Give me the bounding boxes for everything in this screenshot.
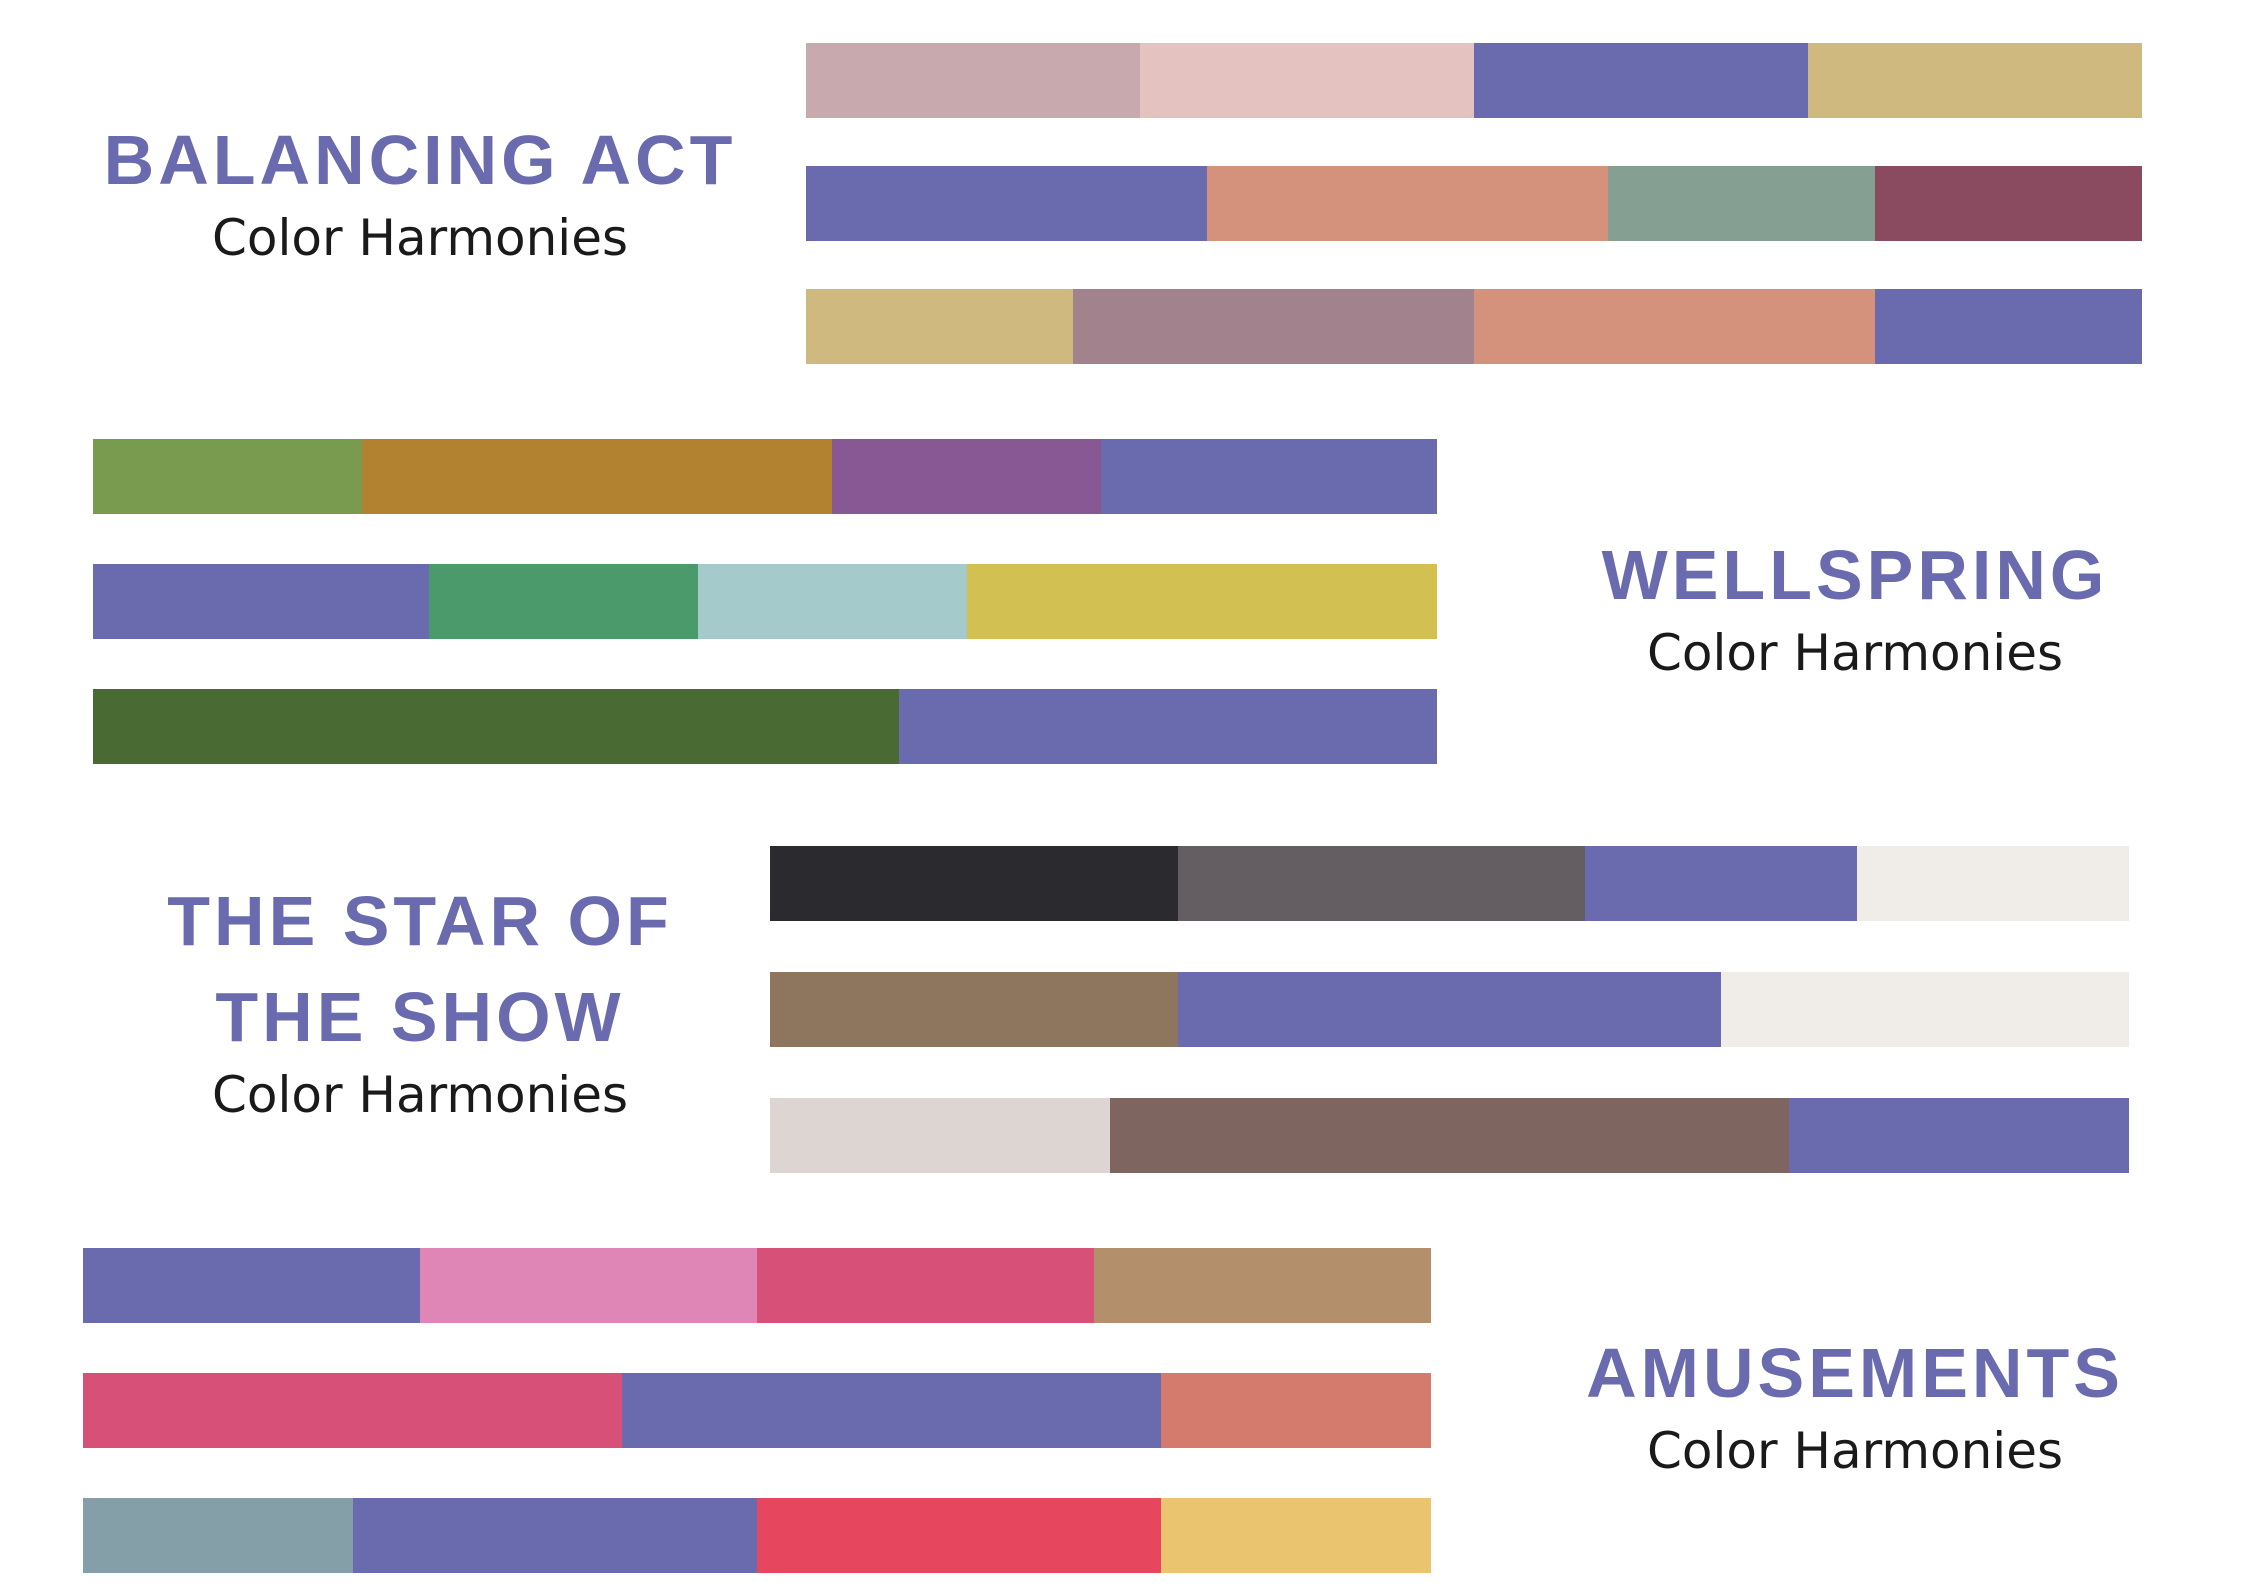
color-swatch xyxy=(429,564,698,639)
section-subtitle: Color Harmonies xyxy=(1646,624,2064,682)
color-bar xyxy=(806,166,2142,241)
color-swatch xyxy=(1808,43,2142,118)
color-swatch xyxy=(832,439,1101,514)
color-bar xyxy=(806,289,2142,364)
section-heading: BALANCING ACT Color Harmonies xyxy=(55,112,785,268)
palette-bars xyxy=(806,0,2142,380)
section-heading: THE STAR OF THE SHOW Color Harmonies xyxy=(130,873,710,1125)
color-swatch xyxy=(361,439,833,514)
color-swatch xyxy=(1474,43,1808,118)
section-subtitle: Color Harmonies xyxy=(211,1066,629,1124)
color-swatch xyxy=(93,689,900,764)
color-bar xyxy=(93,564,1437,639)
color-swatch xyxy=(1177,972,1722,1047)
color-swatch xyxy=(966,564,1437,639)
section-title: AMUSEMENTS xyxy=(1586,1334,2124,1412)
color-bar xyxy=(806,43,2142,118)
color-swatch xyxy=(1161,1373,1431,1448)
color-bar xyxy=(83,1498,1431,1573)
color-bar xyxy=(770,846,2129,921)
color-swatch xyxy=(757,1248,1094,1323)
color-swatch xyxy=(1073,289,1474,364)
color-swatch xyxy=(756,1498,1162,1573)
color-bar xyxy=(770,972,2129,1047)
palette-bars xyxy=(770,0,2129,1180)
color-swatch xyxy=(1874,289,2142,364)
color-swatch xyxy=(93,564,429,639)
color-swatch xyxy=(83,1248,420,1323)
section-heading: WELLSPRING Color Harmonies xyxy=(1530,527,2180,683)
color-swatch xyxy=(352,1498,757,1573)
color-bar xyxy=(83,1248,1431,1323)
color-swatch xyxy=(806,289,1074,364)
section-title: BALANCING ACT xyxy=(103,121,737,199)
color-swatch xyxy=(1140,43,1474,118)
color-swatch xyxy=(770,972,1178,1047)
color-swatch xyxy=(1206,166,1608,241)
section-subtitle: Color Harmonies xyxy=(211,209,629,267)
color-swatch xyxy=(1874,166,2142,241)
color-swatch xyxy=(1473,289,1875,364)
color-swatch xyxy=(1607,166,1875,241)
color-swatch xyxy=(770,846,1178,921)
color-bar xyxy=(93,689,1437,764)
color-swatch xyxy=(899,689,1437,764)
color-bar xyxy=(83,1373,1431,1448)
color-swatch xyxy=(806,43,1140,118)
color-swatch xyxy=(1100,439,1437,514)
color-swatch xyxy=(622,1373,1162,1448)
color-swatch xyxy=(1161,1498,1431,1573)
color-bar xyxy=(770,1098,2129,1173)
palette-bars xyxy=(83,0,1431,1587)
color-swatch xyxy=(93,439,362,514)
color-bar xyxy=(93,439,1437,514)
color-swatch xyxy=(83,1498,353,1573)
color-swatch xyxy=(1857,846,2129,921)
color-swatch xyxy=(1094,1248,1431,1323)
color-swatch xyxy=(83,1373,623,1448)
color-swatch xyxy=(420,1248,757,1323)
color-swatch xyxy=(1789,1098,2129,1173)
section-title: THE STAR OF THE SHOW xyxy=(167,882,673,1056)
palette-bars xyxy=(93,0,1437,780)
color-swatch xyxy=(806,166,1207,241)
color-swatch xyxy=(770,1098,1110,1173)
section-heading: AMUSEMENTS Color Harmonies xyxy=(1530,1325,2180,1481)
color-swatch xyxy=(1109,1098,1790,1173)
color-swatch xyxy=(1177,846,1586,921)
color-swatch xyxy=(697,564,967,639)
section-subtitle: Color Harmonies xyxy=(1646,1422,2064,1480)
color-swatch xyxy=(1721,972,2129,1047)
color-swatch xyxy=(1585,846,1858,921)
section-title: WELLSPRING xyxy=(1601,536,2109,614)
